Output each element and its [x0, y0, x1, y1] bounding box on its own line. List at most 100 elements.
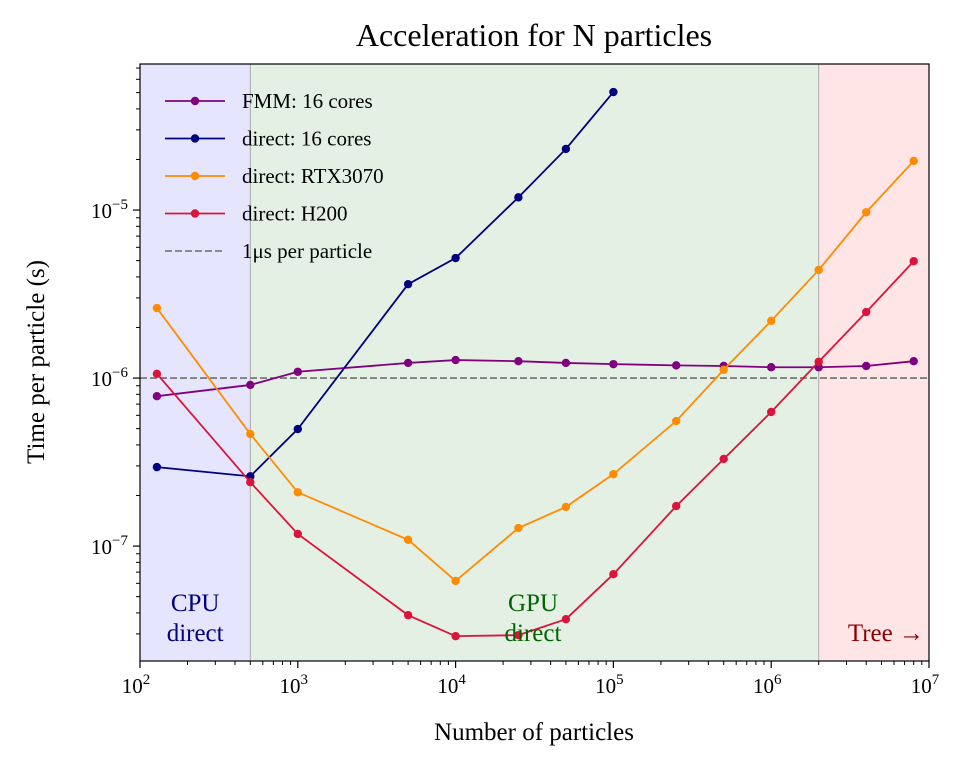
- tick-exponent: 7: [932, 672, 940, 688]
- data-point: [909, 356, 918, 366]
- data-point: [403, 610, 413, 620]
- legend-marker: [190, 171, 200, 181]
- series-line: [156, 260, 915, 638]
- legend-entry: FMM: 16 cores: [165, 89, 373, 113]
- legend-marker: [190, 209, 200, 218]
- data-point: [609, 469, 618, 479]
- data-point: [814, 357, 823, 366]
- data-point: [561, 615, 571, 624]
- x-tick-label: 102: [122, 672, 151, 698]
- chart-title: Acceleration for N particles: [356, 17, 712, 53]
- region-label: direct: [505, 620, 562, 647]
- legend-marker: [190, 134, 200, 143]
- data-point: [719, 365, 728, 374]
- data-point: [719, 454, 728, 464]
- tick-exponent: −7: [112, 533, 128, 549]
- tick-exponent: −6: [112, 365, 128, 381]
- data-point: [293, 367, 302, 376]
- region-label: CPU: [171, 590, 220, 617]
- data-point: [246, 429, 255, 439]
- data-point: [909, 156, 918, 166]
- x-tick-label: 106: [753, 672, 782, 698]
- series-1: [152, 87, 618, 481]
- region-0: [140, 64, 251, 661]
- series-line: [156, 359, 914, 398]
- tick-base: 10: [91, 535, 112, 559]
- data-point: [561, 144, 571, 154]
- legend-marker: [190, 96, 200, 106]
- data-point: [514, 630, 523, 640]
- data-point: [403, 535, 413, 544]
- series-2: [152, 156, 918, 586]
- data-point: [561, 502, 571, 512]
- data-point: [609, 570, 618, 579]
- y-axis-label: Time per particle (s): [23, 260, 50, 464]
- data-point: [246, 477, 255, 487]
- x-tick-label: 104: [437, 672, 466, 698]
- tick-base: 10: [280, 674, 301, 698]
- tick-exponent: 4: [458, 672, 466, 688]
- data-point: [814, 265, 823, 275]
- tick-exponent: 2: [143, 672, 151, 688]
- legend-label: direct: RTX3070: [242, 164, 384, 188]
- tick-exponent: 6: [774, 672, 782, 688]
- y-tick-label: 10−7: [91, 533, 128, 559]
- data-point: [451, 576, 460, 586]
- data-point: [293, 424, 302, 434]
- region-label: GPU: [508, 590, 558, 617]
- data-point: [451, 253, 460, 263]
- data-point: [403, 358, 413, 368]
- series-group: [152, 87, 918, 641]
- data-point: [671, 416, 681, 426]
- series-line: [156, 91, 615, 478]
- data-point: [152, 391, 162, 401]
- plot-frame: [139, 63, 930, 662]
- data-point: [293, 488, 302, 497]
- data-point: [152, 462, 162, 472]
- data-point: [514, 193, 523, 202]
- series-3: [152, 257, 918, 641]
- legend: FMM: 16 cores direct: 16 cores direct: RTX…: [165, 89, 384, 263]
- series-line: [156, 160, 915, 583]
- x-tick-label: 103: [280, 672, 309, 698]
- tick-exponent: 3: [301, 672, 309, 688]
- tick-base: 10: [753, 674, 774, 698]
- tick-base: 10: [595, 674, 616, 698]
- region-label: Tree →: [848, 620, 924, 647]
- legend-label: direct: 16 cores: [242, 127, 371, 151]
- legend-label: direct: H200: [242, 202, 348, 226]
- tick-base: 10: [91, 199, 112, 223]
- y-tick-label: 10−5: [91, 197, 128, 223]
- region-labels: CPU direct GPU direct Tree →: [167, 590, 924, 647]
- data-point: [561, 358, 571, 368]
- tick-base: 10: [911, 674, 932, 698]
- data-point: [862, 307, 871, 317]
- tick-base: 10: [122, 674, 143, 698]
- data-point: [403, 279, 413, 289]
- tick-base: 10: [91, 367, 112, 391]
- legend-entry: 1μs per particle: [165, 239, 372, 263]
- data-point: [293, 529, 302, 539]
- data-point: [152, 303, 162, 313]
- data-point: [152, 369, 162, 379]
- x-tick-label: 107: [911, 672, 940, 698]
- tick-exponent: 5: [616, 672, 624, 688]
- data-point: [609, 359, 618, 369]
- data-point: [862, 208, 871, 217]
- legend-entry: direct: RTX3070: [165, 164, 384, 188]
- legend-label: FMM: 16 cores: [242, 89, 373, 113]
- legend-entry: direct: H200: [165, 202, 348, 226]
- data-point: [909, 257, 918, 266]
- data-point: [767, 363, 776, 372]
- region-label: direct: [167, 620, 224, 647]
- data-point: [671, 361, 681, 370]
- data-point: [514, 523, 523, 533]
- data-point: [246, 380, 255, 390]
- tick-base: 10: [437, 674, 458, 698]
- legend-label: 1μs per particle: [242, 239, 372, 263]
- data-point: [451, 355, 460, 365]
- legend-entry: direct: 16 cores: [165, 127, 371, 151]
- data-point: [671, 501, 681, 511]
